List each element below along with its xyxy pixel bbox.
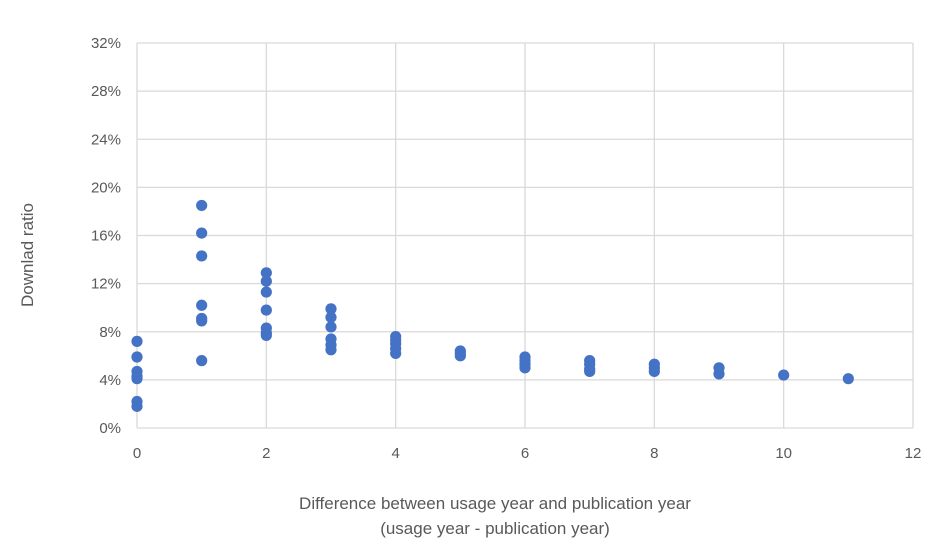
data-point: [196, 227, 208, 239]
x-axis-title-line1: Difference between usage year and public…: [299, 494, 691, 513]
data-point: [196, 250, 208, 262]
data-point: [778, 369, 790, 381]
x-tick-label: 12: [905, 445, 922, 462]
data-point: [648, 365, 660, 378]
data-point: [196, 299, 208, 311]
data-point: [325, 321, 337, 333]
data-point: [713, 368, 725, 380]
x-tick-label: 8: [650, 445, 658, 462]
data-point: [260, 286, 272, 298]
y-tick-label: 4%: [99, 372, 121, 389]
data-point: [196, 355, 208, 367]
data-point: [260, 275, 272, 287]
data-point: [131, 373, 143, 385]
y-tick-label: 0%: [99, 420, 121, 437]
x-tick-label: 10: [775, 445, 792, 462]
data-point: [260, 329, 272, 341]
y-tick-label: 20%: [91, 179, 121, 196]
data-point: [131, 335, 143, 347]
x-tick-label: 0: [133, 445, 141, 462]
data-point: [454, 350, 466, 362]
y-tick-label: 28%: [91, 83, 121, 100]
x-tick-label: 4: [391, 445, 399, 462]
data-point: [325, 311, 337, 323]
data-point: [131, 400, 143, 412]
y-tick-label: 16%: [91, 228, 121, 245]
data-points: [131, 199, 854, 412]
data-point: [260, 304, 272, 316]
y-axis-title: Downlad ratio: [18, 203, 37, 307]
data-point: [842, 373, 854, 385]
y-tick-label: 12%: [91, 276, 121, 293]
data-point: [390, 347, 402, 360]
data-point: [519, 362, 531, 374]
data-point: [325, 344, 337, 356]
tick-labels: 0% 4% 8% 12% 16% 20% 24% 28% 32% 0 2 4 6 8 10 12: [91, 35, 921, 462]
y-tick-label: 24%: [91, 131, 121, 148]
y-tick-label: 32%: [91, 35, 121, 52]
x-tick-label: 2: [262, 445, 270, 462]
y-tick-label: 8%: [99, 324, 121, 341]
data-point: [196, 199, 208, 212]
data-point: [260, 267, 272, 279]
data-point: [584, 365, 596, 378]
x-axis-title-line2: (usage year - publication year): [380, 519, 610, 538]
data-point: [196, 315, 208, 327]
data-point: [325, 303, 337, 315]
x-tick-label: 6: [521, 445, 529, 462]
data-point: [131, 351, 143, 363]
